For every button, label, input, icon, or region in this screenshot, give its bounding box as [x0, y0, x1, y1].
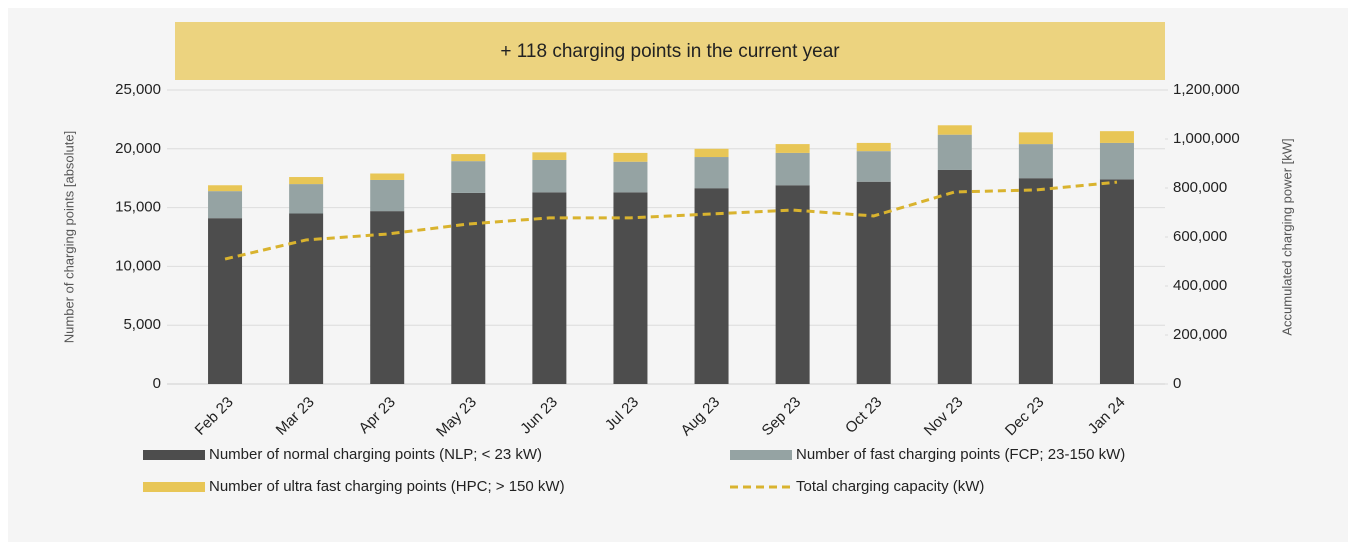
bar-segment [370, 211, 405, 384]
y-tick-label: 25,000 [115, 81, 161, 98]
bar-segment [613, 152, 648, 162]
bar-segment [694, 188, 729, 384]
bar-segment [208, 185, 243, 192]
bar-segment [451, 154, 486, 162]
y2-tick-label: 800,000 [1173, 179, 1227, 196]
bar-segment [451, 161, 486, 193]
bar-segment [937, 125, 972, 135]
legend-label: Total charging capacity (kW) [796, 478, 984, 495]
bar-segment [694, 157, 729, 189]
bar-segment [451, 192, 486, 384]
y2-tick-label: 600,000 [1173, 228, 1227, 245]
y-axis-title: Number of charging points [absolute] [61, 131, 76, 343]
y2-tick-label: 200,000 [1173, 326, 1227, 343]
y-tick-label: 15,000 [115, 199, 161, 216]
bar-segment [856, 142, 891, 152]
y-tick-label: 20,000 [115, 140, 161, 157]
bar-segment [532, 152, 567, 160]
y2-tick-label: 1,000,000 [1173, 130, 1240, 147]
bar-segment [775, 185, 810, 384]
y2-tick-label: 400,000 [1173, 277, 1227, 294]
legend-swatch [730, 450, 792, 460]
bar-segment [289, 177, 324, 185]
y2-tick-label: 1,200,000 [1173, 81, 1240, 98]
bar-segment [1018, 144, 1053, 179]
bar-segment [775, 152, 810, 186]
legend-swatch [143, 482, 205, 492]
bar-segment [937, 169, 972, 384]
legend-label: Number of normal charging points (NLP; <… [209, 446, 542, 463]
y-tick-label: 0 [153, 375, 161, 392]
bar-segment [289, 184, 324, 214]
bar-segment [208, 191, 243, 219]
y-tick-label: 10,000 [115, 257, 161, 274]
bar-segment [532, 159, 567, 193]
y2-tick-label: 0 [1173, 375, 1181, 392]
bar-segment [937, 134, 972, 170]
legend-swatch [143, 450, 205, 460]
bar-segment [370, 173, 405, 180]
bar-segment [694, 148, 729, 158]
bar-segment [1099, 131, 1134, 143]
bar-segment [613, 192, 648, 384]
bar-segment [1018, 132, 1053, 145]
bar-segment [532, 192, 567, 384]
bar-segment [1099, 142, 1134, 180]
chart-title: + 118 charging points in the current yea… [500, 41, 840, 62]
bar-segment [856, 151, 891, 182]
legend-label: Number of ultra fast charging points (HP… [209, 478, 565, 495]
legend-label: Number of fast charging points (FCP; 23-… [796, 446, 1125, 463]
bar-segment [208, 218, 243, 384]
y2-axis-title: Accumulated charging power [kW] [1279, 138, 1294, 335]
y-tick-label: 5,000 [123, 316, 161, 333]
bar-segment [1099, 179, 1134, 384]
bar-segment [1018, 178, 1053, 384]
bar-segment [370, 179, 405, 212]
bar-segment [613, 161, 648, 193]
bar-segment [775, 144, 810, 153]
line [224, 180, 1118, 261]
banner [175, 22, 1165, 80]
